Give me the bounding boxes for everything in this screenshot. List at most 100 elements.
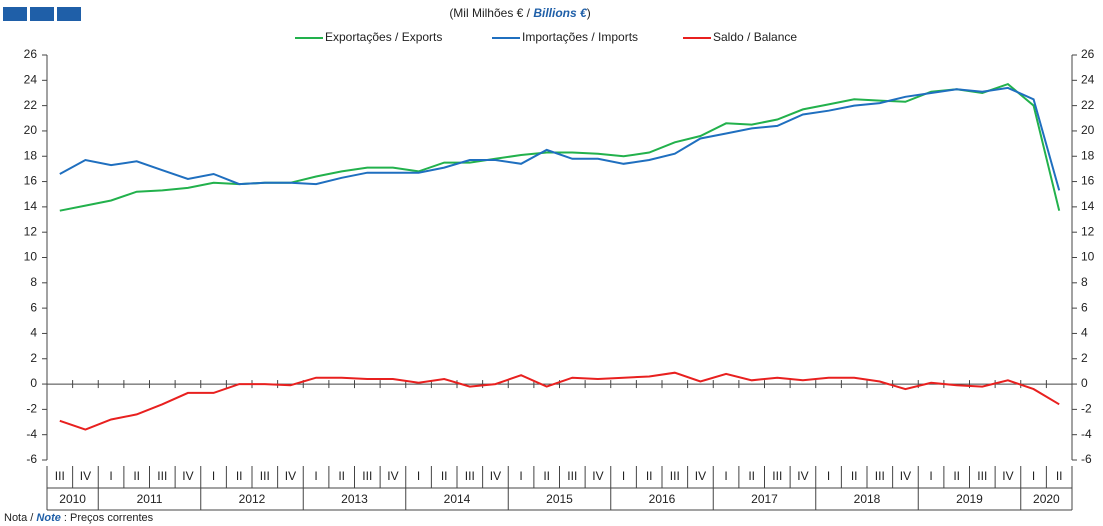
note-pt: Nota / [4,512,36,524]
year-label: 2014 [444,492,471,506]
year-label: 2018 [854,492,881,506]
x-tick-label: IV [182,469,193,483]
y-tick-label: 10 [24,250,38,264]
subtitle: (Mil Milhões € / Billions €) [449,6,590,20]
y2-tick-label: 26 [1081,47,1095,61]
year-label: 2010 [59,492,86,506]
x-tick-label: II [748,469,755,483]
x-tick-label: II [441,469,448,483]
y-tick-label: 8 [30,275,37,289]
x-tick-label: II [953,469,960,483]
y-tick-label: 16 [24,174,38,188]
x-tick-label: II [133,469,140,483]
x-tick-label: III [465,469,475,483]
subtitle-pt: (Mil Milhões € / [449,6,533,20]
y2-tick-label: 22 [1081,98,1095,112]
x-tick-label: I [212,469,215,483]
x-tick-label: III [977,469,987,483]
x-tick-label: IV [490,469,501,483]
y-tick-label: 14 [24,199,38,213]
y2-tick-label: -2 [1081,402,1092,416]
x-tick-label: II [851,469,858,483]
year-label: 2012 [239,492,266,506]
x-tick-label: III [55,469,65,483]
y-tick-label: 2 [30,351,37,365]
y2-tick-label: 8 [1081,275,1088,289]
year-label: 2019 [956,492,983,506]
x-tick-label: I [109,469,112,483]
y2-tick-label: 10 [1081,250,1095,264]
y2-tick-label: 14 [1081,199,1095,213]
y2-tick-label: 0 [1081,376,1088,390]
x-tick-label: II [646,469,653,483]
logo-block [30,7,54,21]
x-tick-label: II [236,469,243,483]
x-tick-label: II [1056,469,1063,483]
x-tick-label: I [724,469,727,483]
x-tick-label: II [338,469,345,483]
y2-tick-label: -4 [1081,427,1092,441]
x-tick-label: III [362,469,372,483]
y-tick-label: 20 [24,123,38,137]
legend-label: Importações / Imports [522,30,638,44]
x-tick-label: III [670,469,680,483]
x-tick-label: II [543,469,550,483]
x-tick-label: IV [695,469,706,483]
y2-tick-label: 20 [1081,123,1095,137]
subtitle-en: Billions € [533,6,588,20]
x-tick-label: III [260,469,270,483]
legend-label: Saldo / Balance [713,30,797,44]
x-tick-label: I [929,469,932,483]
series-line [59,82,1061,212]
year-label: 2013 [341,492,368,506]
year-label: 2017 [751,492,778,506]
y2-tick-label: 24 [1081,72,1095,86]
x-tick-label: I [622,469,625,483]
year-label: 2015 [546,492,573,506]
y2-tick-label: -6 [1081,452,1092,466]
y2-tick-label: 18 [1081,148,1095,162]
legend-label: Exportações / Exports [325,30,442,44]
x-tick-label: IV [900,469,911,483]
x-tick-label: I [1032,469,1035,483]
logo-block [57,7,81,21]
x-tick-label: IV [387,469,398,483]
y2-tick-label: 16 [1081,174,1095,188]
x-tick-label: I [827,469,830,483]
series-line [59,371,1060,431]
y-tick-label: 12 [24,224,38,238]
y-tick-label: -4 [26,427,37,441]
year-label: 2020 [1033,492,1060,506]
y-tick-label: 6 [30,300,37,314]
y-tick-label: 4 [30,326,37,340]
y-tick-label: -6 [26,452,37,466]
y-tick-label: 24 [24,72,38,86]
note: Nota / Note : Preços correntes [4,512,154,524]
x-tick-label: III [772,469,782,483]
x-tick-label: IV [797,469,808,483]
y2-tick-label: 2 [1081,351,1088,365]
subtitle-close: ) [587,6,591,20]
x-tick-label: I [417,469,420,483]
year-label: 2016 [649,492,676,506]
y-tick-label: 22 [24,98,38,112]
y-tick-label: -2 [26,402,37,416]
x-tick-label: IV [592,469,603,483]
note-text: : Preços correntes [61,512,154,524]
x-tick-label: III [157,469,167,483]
x-tick-label: III [875,469,885,483]
x-tick-label: IV [1002,469,1013,483]
logo-block [3,7,27,21]
series-line [59,86,1061,191]
x-tick-label: IV [80,469,91,483]
x-tick-label: IV [285,469,296,483]
y-tick-label: 0 [30,376,37,390]
y2-tick-label: 6 [1081,300,1088,314]
x-tick-label: I [314,469,317,483]
x-tick-label: I [519,469,522,483]
y-tick-label: 26 [24,47,38,61]
note-en: Note [36,512,60,524]
y2-tick-label: 4 [1081,326,1088,340]
y2-tick-label: 12 [1081,224,1095,238]
